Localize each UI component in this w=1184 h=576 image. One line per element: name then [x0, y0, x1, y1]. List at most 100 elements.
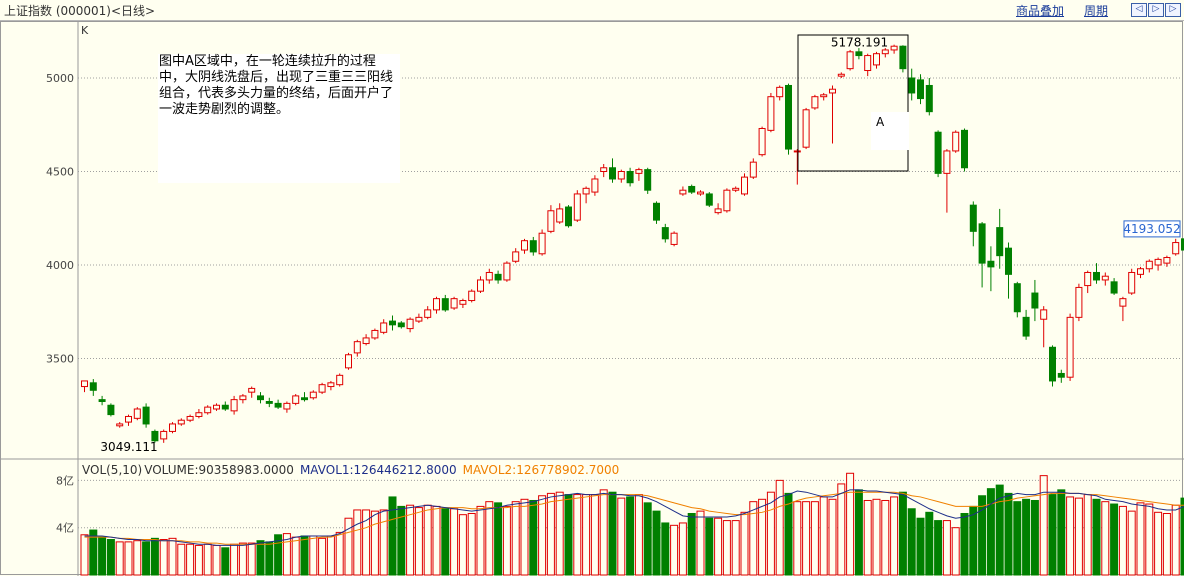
- candle-down: [301, 397, 308, 401]
- volume-bar-down: [643, 502, 652, 576]
- scroll-end-button[interactable]: ▷: [1165, 3, 1181, 17]
- volume-bar-down: [687, 512, 696, 576]
- volume-bar-down: [1110, 503, 1119, 576]
- volume-bar-up: [335, 531, 344, 576]
- candle-up: [177, 419, 185, 425]
- candle-up: [230, 399, 238, 412]
- volume-bar-up: [423, 504, 432, 576]
- candle-up: [239, 395, 247, 401]
- candle-up: [829, 88, 836, 94]
- volume-bar-up: [414, 507, 423, 576]
- candle-down: [925, 84, 933, 113]
- candle-up: [1066, 316, 1074, 378]
- annotation-box-a: [797, 34, 909, 172]
- volume-bar-down: [960, 512, 969, 576]
- volume-bar-up: [890, 496, 899, 576]
- candle-up: [169, 423, 176, 432]
- candle-up: [758, 127, 766, 156]
- candle-up: [846, 51, 854, 70]
- volume-bar-up: [432, 505, 441, 576]
- candle-up: [336, 374, 344, 386]
- candle-down: [494, 273, 502, 281]
- candle-up: [345, 354, 352, 369]
- candle-up: [1119, 298, 1127, 307]
- volume-bar-down: [265, 541, 274, 576]
- volume-bar-up: [1136, 502, 1145, 576]
- candle-up: [776, 86, 784, 98]
- volume-bar-up: [793, 501, 802, 576]
- candle-down: [89, 382, 97, 391]
- candle-up: [433, 298, 440, 311]
- candle-down: [221, 404, 229, 410]
- volume-bar-down: [98, 536, 107, 576]
- volume-bar-up: [458, 514, 467, 576]
- candle-down: [1057, 372, 1065, 378]
- volume-bar-up: [749, 501, 758, 576]
- volume-bar-down: [388, 496, 397, 576]
- scroll-right-button[interactable]: ▷: [1148, 3, 1164, 17]
- candle-down: [107, 404, 115, 416]
- volume-bar-down: [898, 491, 907, 576]
- low-value-label: 3049.111: [100, 440, 157, 454]
- volume-bar-up: [511, 501, 520, 576]
- candle-down: [142, 406, 150, 425]
- volume-bar-up: [326, 535, 335, 576]
- candle-up: [380, 322, 388, 333]
- price-tick-label: 3500: [46, 353, 74, 366]
- candle-up: [881, 49, 889, 55]
- volume-bar-down: [150, 537, 159, 576]
- candle-down: [98, 399, 106, 403]
- overlay-commodity-link[interactable]: 商品叠加: [1016, 4, 1065, 18]
- candle-up: [1137, 268, 1144, 275]
- annotation-note: 图中A区域中，在一轮连续拉升的过程中，大阴线洗盘后，出现了三重三三阳线组合，代表…: [158, 54, 400, 183]
- volume-bar-down: [1048, 494, 1057, 576]
- candle-up: [635, 169, 643, 174]
- volume-bar-up: [1083, 494, 1092, 576]
- volume-bar-down: [1004, 492, 1013, 576]
- volume-bar-up: [238, 542, 247, 576]
- volume-bar-up: [80, 534, 89, 576]
- volume-bar-up: [362, 509, 371, 576]
- volume-bar-down: [564, 494, 573, 576]
- kline-chart[interactable]: K 3500 4000 4500 5000 8亿 4亿 5178.191 3049.111 419…: [0, 21, 1184, 576]
- volume-bar-down: [106, 539, 115, 576]
- volume-bar-down: [705, 517, 714, 576]
- candle-down: [1022, 316, 1030, 337]
- volume-bar-down: [986, 488, 995, 576]
- volume-bar-up: [1145, 503, 1154, 576]
- volume-bar-up: [177, 543, 186, 576]
- candle-up: [767, 96, 775, 131]
- candle-up: [371, 329, 379, 339]
- candle-up: [362, 337, 370, 345]
- candle-down: [785, 84, 792, 150]
- volume-bar-up: [872, 498, 881, 576]
- candle-down: [661, 227, 669, 240]
- candle-down: [565, 206, 572, 227]
- candle-up: [582, 187, 590, 195]
- scroll-left-button[interactable]: ◁: [1131, 3, 1147, 17]
- volume-bar-down: [978, 495, 987, 576]
- mavol1-value: MAVOL1:126446212.8000: [299, 463, 457, 477]
- candle-down: [151, 430, 159, 442]
- candle-up: [811, 96, 819, 109]
- volume-bar-up: [1039, 475, 1048, 576]
- candle-up: [213, 404, 220, 410]
- volume-bar-up: [502, 505, 511, 576]
- volume-bar-up: [617, 497, 626, 576]
- high-value-label: 5178.191: [831, 36, 888, 50]
- candle-up: [292, 395, 300, 404]
- volume-bar-down: [1030, 499, 1039, 576]
- mavol1-line: [84, 489, 1184, 546]
- volume-bar-up: [775, 479, 784, 576]
- volume-bar-down: [256, 540, 265, 576]
- volume-bar-up: [714, 517, 723, 576]
- volume-bar-up: [247, 542, 256, 576]
- volume-bar-up: [318, 537, 327, 576]
- candle-up: [116, 423, 124, 427]
- period-link[interactable]: 周期: [1084, 4, 1109, 18]
- volume-bar-up: [590, 494, 599, 576]
- volume-bar-down: [300, 535, 309, 576]
- candle-up: [248, 387, 256, 393]
- candle-up: [749, 161, 757, 178]
- candle-up: [521, 240, 528, 251]
